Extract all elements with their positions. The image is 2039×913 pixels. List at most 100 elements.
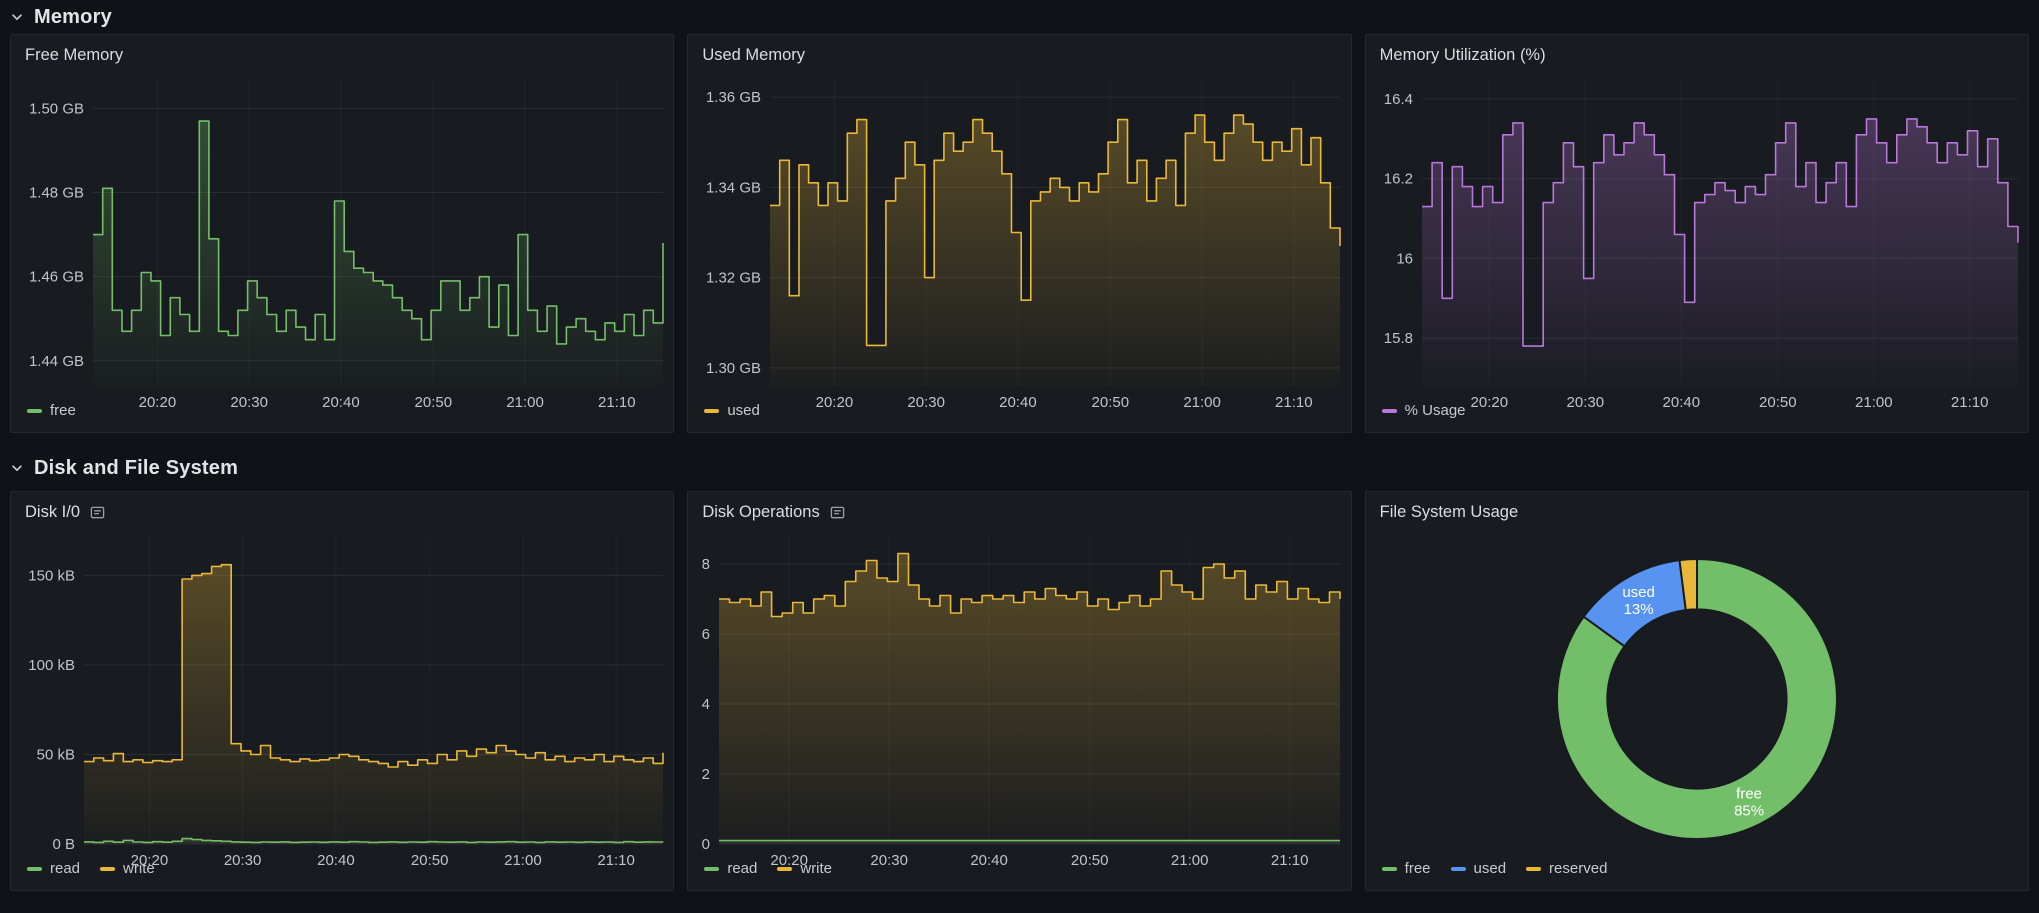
used-memory-chart[interactable]: 1.30 GB 1.32 GB 1.34 GB 1.36 GB 20:20 20:30 20… [688,67,1350,411]
legend-swatch [777,866,793,871]
svg-text:20:50: 20:50 [1759,394,1797,411]
legend-swatch [1381,866,1397,871]
legend-swatch [1526,866,1542,871]
panel-description-icon[interactable] [830,505,845,520]
svg-text:20:40: 20:40 [999,394,1037,411]
panel-description-icon[interactable] [90,505,105,520]
svg-text:21:00: 21:00 [506,394,544,411]
svg-text:used: used [1622,584,1655,601]
section-title: Disk and File System [34,456,239,479]
panel-free-memory: Free Memory 1.44 GB 1.46 GB 1.48 GB 1.50 GB… [10,34,675,433]
legend-item-write[interactable]: write [100,860,155,877]
svg-text:21:00: 21:00 [1171,852,1209,869]
svg-text:100 kB: 100 kB [28,657,75,674]
panel-legend: read write [11,857,673,890]
svg-text:1.32 GB: 1.32 GB [706,270,761,287]
svg-text:1.46 GB: 1.46 GB [29,269,84,286]
svg-text:1.34 GB: 1.34 GB [706,179,761,196]
legend-label: used [1473,860,1507,877]
legend-item-read[interactable]: read [704,860,757,877]
legend-item-free[interactable]: free [27,402,76,419]
panel-header[interactable]: Free Memory [11,35,673,67]
legend-item-usage[interactable]: % Usage [1381,402,1466,419]
panel-title: Used Memory [702,46,806,64]
panel-legend: % Usage [1366,399,2028,432]
file-system-usage-donut[interactable]: free 85% used 13% [1366,524,2028,857]
svg-text:20:20: 20:20 [816,394,854,411]
svg-text:16.2: 16.2 [1383,171,1412,188]
grafana-dashboard: Memory Free Memory 1.44 GB 1.46 GB 1.48 GB… [10,0,2029,891]
svg-text:1.50 GB: 1.50 GB [29,100,84,117]
panel-legend: read write [688,857,1350,890]
section-title: Memory [34,5,112,28]
svg-text:8: 8 [702,556,710,573]
panel-header[interactable]: Memory Utilization (%) [1366,35,2028,67]
panel-title: Disk Operations [702,503,820,521]
svg-text:1.48 GB: 1.48 GB [29,185,84,202]
svg-text:20:40: 20:40 [322,394,360,411]
chevron-down-icon [10,461,24,475]
svg-text:1.30 GB: 1.30 GB [706,360,761,377]
legend-label: % Usage [1404,402,1466,419]
svg-text:20:50: 20:50 [1071,852,1109,869]
svg-text:1.44 GB: 1.44 GB [29,353,84,370]
svg-text:20:20: 20:20 [771,852,809,869]
legend-swatch [1381,408,1397,413]
panel-row-memory: Free Memory 1.44 GB 1.46 GB 1.48 GB 1.50 GB… [10,34,2029,433]
panel-header[interactable]: Disk Operations [688,492,1350,524]
svg-text:20:20: 20:20 [1470,394,1508,411]
panel-header[interactable]: Disk I/0 [11,492,673,524]
svg-text:16: 16 [1396,250,1413,267]
legend-label: read [50,860,81,877]
svg-text:20:30: 20:30 [230,394,268,411]
legend-item-used[interactable]: used [704,402,760,419]
panel-header[interactable]: File System Usage [1366,492,2028,524]
svg-text:13%: 13% [1623,601,1653,618]
legend-swatch [1450,866,1466,871]
section-header-memory[interactable]: Memory [10,0,2029,34]
section-header-disk-and-file-system[interactable]: Disk and File System [10,433,2029,491]
panel-legend: used [688,399,1350,432]
disk-io-chart[interactable]: 0 B 50 kB 100 kB 150 kB 20:20 20:30 20:40 20:50… [11,524,673,869]
svg-text:21:10: 21:10 [598,394,636,411]
legend-swatch [704,408,720,413]
svg-text:20:50: 20:50 [1092,394,1130,411]
legend-item-write[interactable]: write [777,860,832,877]
svg-text:20:30: 20:30 [224,852,262,869]
panel-header[interactable]: Used Memory [688,35,1350,67]
panel-file-system-usage: File System Usage free 85% used 13% free use… [1364,491,2029,891]
svg-text:21:10: 21:10 [1951,394,1989,411]
svg-text:20:50: 20:50 [415,394,453,411]
svg-text:21:00: 21:00 [1184,394,1222,411]
legend-label: read [727,860,758,877]
svg-text:21:10: 21:10 [1275,394,1313,411]
legend-item-reserved[interactable]: reserved [1526,860,1607,877]
svg-text:16.4: 16.4 [1383,91,1412,108]
legend-label: write [123,860,155,877]
legend-label: free [1404,860,1431,877]
svg-text:2: 2 [702,766,710,783]
panel-title: Free Memory [25,46,124,64]
panel-row-disk: Disk I/0 0 B 50 kB 100 kB 150 kB 20:20 20:30 2… [10,491,2029,891]
memory-utilization-chart[interactable]: 15.8 16 16.2 16.4 20:20 20:30 20:40 20:50 21:00 2… [1366,67,2028,411]
svg-text:20:20: 20:20 [131,852,169,869]
panel-legend: free [11,399,673,432]
svg-text:20:40: 20:40 [971,852,1009,869]
legend-swatch [27,866,42,871]
legend-item-free[interactable]: free [1381,860,1431,877]
legend-label: used [727,402,760,419]
svg-text:20:20: 20:20 [139,394,177,411]
panel-disk-io: Disk I/0 0 B 50 kB 100 kB 150 kB 20:20 20:30 2… [10,491,675,891]
svg-text:50 kB: 50 kB [37,747,75,764]
chevron-down-icon [10,10,24,24]
legend-label: reserved [1549,860,1608,877]
svg-text:21:00: 21:00 [504,852,542,869]
legend-swatch [100,866,116,871]
legend-item-used[interactable]: used [1450,860,1507,877]
free-memory-chart[interactable]: 1.44 GB 1.46 GB 1.48 GB 1.50 GB 20:20 20:30 20… [11,67,673,411]
svg-text:0: 0 [702,836,710,853]
disk-operations-chart[interactable]: 0 2 4 6 8 20:20 20:30 20:40 20:50 21:00 21:10 [688,524,1350,869]
legend-item-read[interactable]: read [27,860,80,877]
legend-label: free [50,402,76,419]
panel-legend: free used reserved [1366,857,2028,890]
